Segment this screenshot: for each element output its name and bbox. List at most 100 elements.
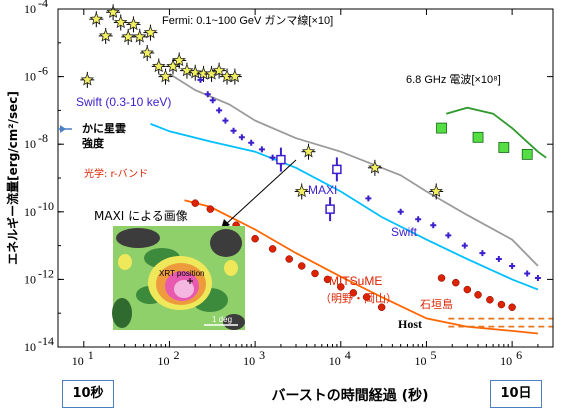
fermi-label: Fermi: 0.1~100 GeV ガンマ線[×10] bbox=[162, 13, 333, 27]
fermi-point bbox=[429, 184, 443, 198]
fermi-point bbox=[301, 144, 316, 158]
y-tick-exponent: -4 bbox=[38, 0, 48, 10]
radio-point bbox=[436, 122, 447, 134]
y-tick-exponent: -10 bbox=[38, 199, 54, 213]
y-tick-exponent: -8 bbox=[38, 131, 48, 145]
ten-days-box: 10日 bbox=[490, 380, 542, 408]
optical-point bbox=[191, 199, 199, 207]
fermi-point bbox=[99, 28, 113, 42]
swift-point bbox=[238, 134, 245, 141]
optical-point bbox=[474, 291, 482, 299]
y-tick-label: 10 bbox=[24, 2, 36, 16]
x-tick-label: 10 bbox=[72, 354, 84, 368]
maxi-image bbox=[112, 226, 245, 330]
swift-point bbox=[209, 97, 216, 104]
scale-label: 1 deg bbox=[212, 315, 232, 324]
crab-label-2: 強度 bbox=[82, 136, 105, 150]
maxi-point bbox=[332, 164, 342, 175]
maxi-label: MAXI bbox=[308, 183, 337, 197]
swift-point bbox=[495, 256, 502, 263]
x-tick-exponent: 2 bbox=[173, 348, 179, 362]
swift-point bbox=[415, 216, 422, 223]
fermi-point bbox=[172, 53, 186, 67]
fermi-point bbox=[140, 45, 154, 59]
mitsume-label: MITSuME bbox=[329, 274, 382, 288]
radio-point bbox=[472, 131, 484, 143]
fermi-point bbox=[228, 69, 242, 83]
y-tick-label: 10 bbox=[24, 272, 36, 286]
ten-seconds-box: 10秒 bbox=[62, 380, 114, 408]
x-tick-label: 10 bbox=[157, 354, 169, 368]
optical-point bbox=[362, 293, 371, 301]
optical-point bbox=[251, 234, 259, 243]
swift-point bbox=[509, 262, 516, 269]
model-line-gray bbox=[169, 73, 539, 267]
fermi-point bbox=[121, 29, 135, 43]
optical-point bbox=[497, 300, 506, 309]
model-line-green bbox=[445, 106, 547, 159]
optical-label: 光学: r-バンド bbox=[84, 167, 148, 180]
swift-point bbox=[445, 232, 452, 239]
fermi-point bbox=[106, 5, 120, 18]
fermi-point bbox=[294, 184, 309, 198]
fermi-point bbox=[89, 12, 103, 25]
fermi-point bbox=[152, 59, 166, 73]
y-tick-exponent: -12 bbox=[38, 266, 54, 280]
swift-point bbox=[479, 250, 486, 257]
optical-point bbox=[508, 303, 516, 311]
fermi-point bbox=[132, 29, 147, 43]
y-tick-label: 10 bbox=[24, 205, 36, 219]
model-line-cyan bbox=[150, 123, 539, 291]
x-tick-label: 10 bbox=[500, 354, 512, 368]
x-tick-exponent: 6 bbox=[516, 348, 522, 362]
swift-point bbox=[248, 139, 255, 146]
optical-point bbox=[437, 274, 446, 282]
fermi-point bbox=[188, 65, 203, 79]
fermi-point bbox=[126, 17, 141, 31]
swift-label: Swift (0.3-10 keV) bbox=[76, 95, 171, 109]
optical-point bbox=[337, 283, 345, 291]
swift-point bbox=[534, 275, 541, 282]
host-label: Host bbox=[398, 317, 422, 331]
fermi-point bbox=[158, 69, 173, 83]
crab-label: かに星雲 bbox=[82, 122, 126, 135]
optical-point bbox=[206, 205, 215, 213]
mitsume-sites-label: （明野・岡山） bbox=[320, 292, 397, 305]
inset-title: MAXI による画像 bbox=[94, 209, 188, 223]
radio-point bbox=[498, 142, 510, 153]
swift-point bbox=[461, 242, 468, 249]
x-tick-label: 10 bbox=[414, 354, 426, 368]
y-tick-label: 10 bbox=[24, 137, 36, 151]
x-tick-exponent: 5 bbox=[430, 348, 436, 362]
swift-point bbox=[258, 146, 265, 153]
radio-point bbox=[521, 148, 533, 160]
swift-point bbox=[222, 117, 229, 124]
y-tick-label: 10 bbox=[24, 340, 36, 354]
x-tick-label: 10 bbox=[243, 354, 255, 368]
swift-point bbox=[524, 270, 531, 277]
optical-point bbox=[268, 245, 277, 253]
swift-point bbox=[430, 222, 437, 229]
y-tick-label: 10 bbox=[24, 70, 36, 84]
radio-label: 6.8 GHz 電波[×10⁸] bbox=[406, 73, 501, 86]
x-axis-label: バーストの時間経過 (秒) bbox=[272, 387, 429, 404]
y-axis-label: エネルギー流量[erg/cm²/sec] bbox=[5, 91, 20, 265]
crab-arrow-head bbox=[60, 125, 66, 133]
swift-point bbox=[230, 127, 237, 134]
fermi-point bbox=[80, 72, 94, 86]
optical-point bbox=[486, 295, 494, 304]
fermi-point bbox=[212, 63, 226, 77]
optical-point bbox=[377, 303, 386, 311]
y-tick-exponent: -6 bbox=[38, 64, 48, 78]
swift-point bbox=[216, 107, 223, 114]
swift-point bbox=[197, 76, 204, 83]
swift-point bbox=[269, 154, 276, 161]
y-tick-exponent: -14 bbox=[38, 334, 54, 348]
x-tick-exponent: 3 bbox=[259, 348, 265, 362]
fermi-point bbox=[143, 25, 158, 39]
fermi-point bbox=[368, 160, 382, 174]
optical-point bbox=[452, 278, 460, 287]
optical-point bbox=[349, 289, 358, 297]
x-tick-label: 10 bbox=[329, 354, 341, 368]
